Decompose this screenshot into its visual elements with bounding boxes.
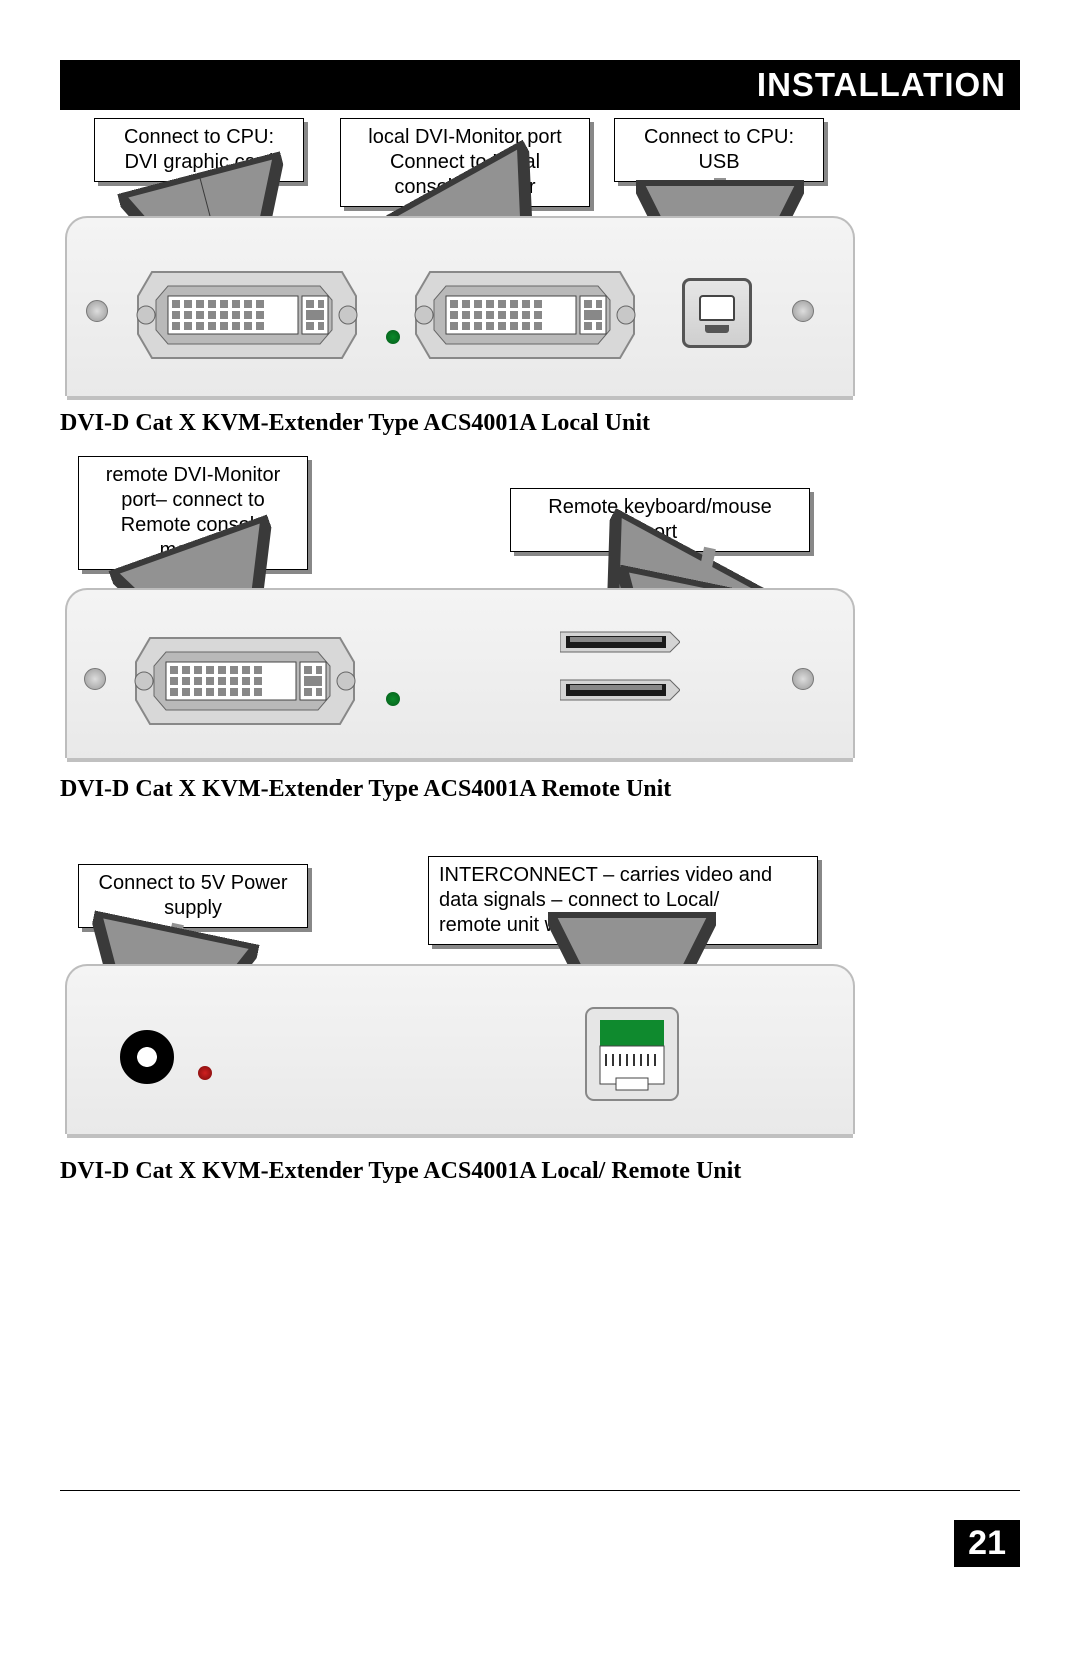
dvi-port — [410, 266, 640, 364]
section-header: INSTALLATION — [60, 60, 1020, 110]
callout-kb-mouse: Remote keyboard/mouse port — [510, 488, 810, 552]
manual-page: INSTALLATION Connect to CPU: DVI graphic… — [0, 0, 1080, 1669]
callout-text: console monitor — [351, 175, 579, 200]
figure-caption: DVI-D Cat X KVM-Extender Type ACS4001A L… — [60, 410, 650, 437]
rj45-port — [582, 1004, 682, 1104]
callout-remote-monitor: remote DVI-Monitor port– connect to Remo… — [78, 456, 308, 570]
dvi-connector-icon — [130, 632, 360, 730]
led-indicator — [386, 330, 400, 344]
callout-text: remote unit with CATx cable — [439, 913, 807, 938]
device-panel-rear — [65, 964, 855, 1134]
panel-screw — [792, 300, 814, 322]
figure-caption: DVI-D Cat X KVM-Extender Type ACS4001A L… — [60, 1158, 741, 1185]
footer-rule — [60, 1490, 1020, 1491]
panel-screw — [84, 668, 106, 690]
power-jack — [120, 1030, 174, 1084]
callout-text: remote DVI-Monitor — [89, 463, 297, 488]
callout-text: Remote console — [89, 513, 297, 538]
callout-text: DVI graphic card — [105, 150, 293, 175]
callout-cpu-dvi: Connect to CPU: DVI graphic card — [94, 118, 304, 182]
callout-interconnect: INTERCONNECT – carries video and data si… — [428, 856, 818, 945]
callout-text: supply — [89, 896, 297, 921]
panel-screw — [86, 300, 108, 322]
dvi-connector-icon — [132, 266, 362, 364]
led-indicator — [198, 1066, 212, 1080]
rj45-icon — [582, 1004, 682, 1104]
dvi-port — [130, 632, 360, 730]
led-indicator — [386, 692, 400, 706]
dvi-port — [132, 266, 362, 364]
callout-text: data signals – connect to Local/ — [439, 888, 807, 913]
callout-text: INTERCONNECT – carries video and — [439, 863, 807, 888]
callout-text: port– connect to — [89, 488, 297, 513]
figure-caption: DVI-D Cat X KVM-Extender Type ACS4001A R… — [60, 776, 671, 803]
callout-power: Connect to 5V Power supply — [78, 864, 308, 928]
callout-text: Remote keyboard/mouse — [521, 495, 799, 520]
dvi-connector-icon — [410, 266, 640, 364]
callout-cpu-usb: Connect to CPU: USB — [614, 118, 824, 182]
callout-text: Connect to Local — [351, 150, 579, 175]
usb-b-port — [682, 278, 752, 348]
page-number: 21 — [954, 1520, 1020, 1567]
panel-screw — [792, 668, 814, 690]
usb-a-icon — [560, 628, 680, 656]
callout-text: Connect to CPU: — [105, 125, 293, 150]
callout-text: USB — [625, 150, 813, 175]
callout-text: monitor — [89, 538, 297, 563]
callout-text: Connect to 5V Power — [89, 871, 297, 896]
callout-local-monitor: local DVI-Monitor port Connect to Local … — [340, 118, 590, 207]
callout-text: Connect to CPU: — [625, 125, 813, 150]
usb-a-port — [560, 628, 680, 656]
usb-a-port — [560, 676, 680, 704]
usb-a-icon — [560, 676, 680, 704]
callout-text: local DVI-Monitor port — [351, 125, 579, 150]
callout-text: port — [521, 520, 799, 545]
